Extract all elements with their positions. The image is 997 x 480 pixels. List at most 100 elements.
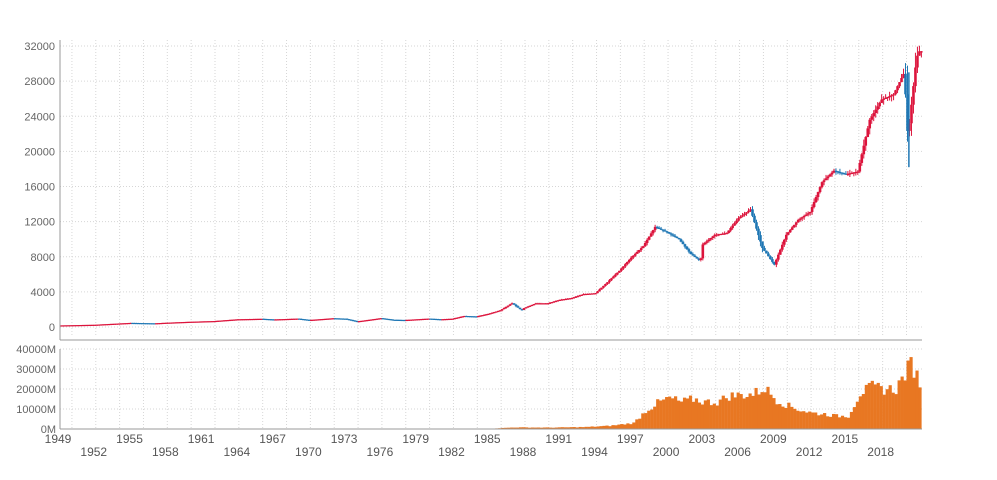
- candle-body: [228, 319, 232, 322]
- candle-body: [296, 318, 299, 320]
- candle-body: [868, 119, 872, 129]
- candle-body: [353, 320, 357, 322]
- candle-body: [63, 325, 67, 327]
- volume-bar: [793, 408, 797, 429]
- candle-body: [657, 227, 661, 229]
- candle-body: [713, 234, 717, 237]
- volume-bar: [876, 382, 880, 429]
- candle-body: [818, 187, 822, 193]
- volume-bar: [688, 395, 693, 429]
- candle-body: [812, 202, 816, 207]
- candle-body: [844, 173, 848, 175]
- candle-body: [159, 323, 162, 325]
- volume-bar: [653, 406, 657, 429]
- candle-body: [210, 321, 214, 323]
- candle-body: [556, 300, 560, 302]
- x-axis-ticks: 1949 1955 1961 1967 1973 1979 1985 1991 1997 2003…: [45, 432, 895, 459]
- candle-body: [407, 319, 411, 321]
- volume-bar: [632, 422, 636, 429]
- candle-body: [671, 234, 675, 236]
- volume-bar: [712, 403, 716, 429]
- volume-bar: [861, 393, 865, 429]
- candle-body: [749, 209, 752, 211]
- candle-body: [403, 319, 407, 322]
- candle-body: [641, 246, 645, 249]
- volume-bar: [817, 415, 821, 429]
- volume-bar: [820, 414, 824, 429]
- candle-body: [226, 320, 230, 322]
- price-y-tick-label: 12000: [24, 217, 55, 229]
- candle-body: [59, 325, 63, 327]
- volume-bar: [581, 427, 585, 429]
- volume-bar: [766, 386, 770, 429]
- candle-body: [854, 172, 858, 174]
- volume-bar: [536, 427, 541, 429]
- candle-body: [560, 299, 564, 301]
- candle-body: [244, 319, 248, 321]
- candle-body: [695, 257, 699, 259]
- candle-body: [290, 318, 293, 320]
- candle-body: [87, 324, 91, 327]
- candle-body: [725, 233, 728, 235]
- candle-body: [753, 215, 756, 223]
- volume-bar: [915, 370, 919, 429]
- volume-bar: [855, 401, 860, 429]
- candle-body: [234, 319, 238, 321]
- volume-bar: [843, 417, 848, 429]
- x-tick-label: 1961: [188, 432, 215, 446]
- candle-body: [349, 319, 353, 321]
- candle-body: [139, 323, 142, 325]
- candle-body: [256, 318, 260, 321]
- candle-body: [178, 322, 182, 324]
- candle-body: [69, 325, 73, 327]
- x-tick-label: 2009: [760, 432, 787, 446]
- candle-body: [514, 304, 518, 307]
- volume-bar: [808, 411, 812, 429]
- candle-body: [198, 321, 202, 323]
- candle-body: [308, 319, 311, 321]
- candle-body: [329, 318, 333, 320]
- candle-body: [409, 319, 413, 321]
- candle-body: [524, 307, 528, 309]
- x-tick-label: 1988: [510, 445, 537, 459]
- candle-body: [435, 318, 438, 321]
- volume-bar: [629, 424, 633, 429]
- candle-body: [439, 319, 442, 321]
- candle-body: [284, 319, 287, 321]
- candle-body: [663, 230, 667, 232]
- volume-bars: [60, 357, 922, 429]
- candle-body: [814, 197, 818, 203]
- candle-body: [361, 320, 365, 322]
- candle-body: [441, 319, 444, 321]
- candle-body: [542, 303, 546, 305]
- candle-body: [280, 319, 283, 321]
- candle-body: [387, 318, 391, 321]
- price-y-tick-label: 32000: [24, 41, 55, 53]
- candle-body: [747, 210, 750, 213]
- candle-body: [600, 287, 603, 290]
- candle-body: [131, 322, 134, 325]
- price-panel-grid: [60, 40, 922, 337]
- candle-body: [347, 319, 351, 321]
- volume-bar: [909, 357, 913, 429]
- volume-bar: [608, 426, 612, 429]
- candle-body: [276, 319, 279, 321]
- candle-body: [530, 304, 534, 307]
- candle-body: [502, 307, 506, 310]
- candle-body: [633, 253, 637, 256]
- x-tick-label: 1949: [45, 432, 72, 446]
- candle-body: [367, 319, 371, 321]
- candle-body: [876, 106, 879, 110]
- volume-bar: [650, 409, 654, 429]
- candle-body: [236, 319, 240, 321]
- candle-body: [123, 323, 126, 325]
- candle-body: [816, 192, 820, 198]
- x-tick-label: 1982: [438, 445, 465, 459]
- volume-bar: [560, 427, 564, 429]
- candle-body: [204, 321, 208, 323]
- candle-body: [331, 318, 335, 320]
- candle-body: [699, 258, 703, 260]
- x-tick-label: 2015: [832, 432, 859, 446]
- candle-body: [218, 320, 222, 322]
- candle-body: [796, 219, 800, 223]
